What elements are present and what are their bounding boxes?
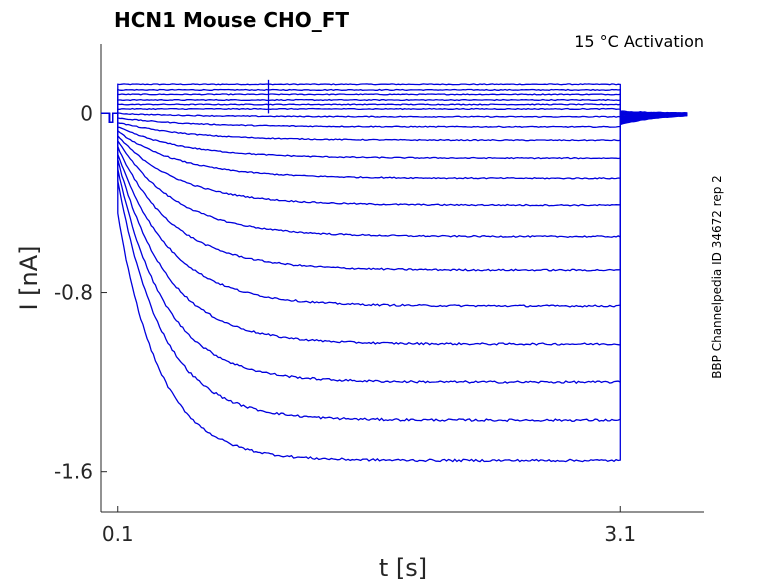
current-trace-5 xyxy=(101,103,688,124)
x-tick-label-3.1: 3.1 xyxy=(604,522,636,546)
current-trace-19 xyxy=(101,110,688,463)
current-trace-6 xyxy=(101,107,688,124)
current-trace-17 xyxy=(101,112,688,385)
current-trace-9 xyxy=(101,112,688,142)
current-trace-4 xyxy=(101,98,688,124)
current-trace-18 xyxy=(101,111,688,423)
y-tick-label-0: 0 xyxy=(80,101,93,125)
current-trace-10 xyxy=(101,112,688,160)
current-trace-14 xyxy=(101,112,688,272)
current-trace-3 xyxy=(101,93,688,124)
current-trace-8 xyxy=(101,112,688,128)
current-trace-12 xyxy=(101,112,688,207)
chart-subtitle: 15 °C Activation xyxy=(574,32,704,51)
y-tick-label-neg0.8: -0.8 xyxy=(54,281,93,305)
channelpedia-id-label: BBP Channelpedia ID 34672 rep 2 xyxy=(710,175,724,379)
x-axis-label: t [s] xyxy=(379,554,427,582)
chart-title: HCN1 Mouse CHO_FT xyxy=(114,8,349,32)
y-tick-label-neg1.6: -1.6 xyxy=(54,460,93,484)
y-axis-label: I [nA] xyxy=(15,245,43,310)
current-trace-15 xyxy=(101,112,688,308)
current-traces xyxy=(101,79,688,463)
current-trace-1 xyxy=(101,83,688,126)
current-trace-13 xyxy=(101,112,688,239)
current-trace-16 xyxy=(101,112,688,346)
plot-area xyxy=(100,44,704,513)
axis-ticks xyxy=(101,112,621,512)
current-trace-2 xyxy=(101,88,688,125)
x-tick-label-0.1: 0.1 xyxy=(102,522,134,546)
current-trace-11 xyxy=(101,112,688,180)
current-trace-7 xyxy=(101,112,688,124)
